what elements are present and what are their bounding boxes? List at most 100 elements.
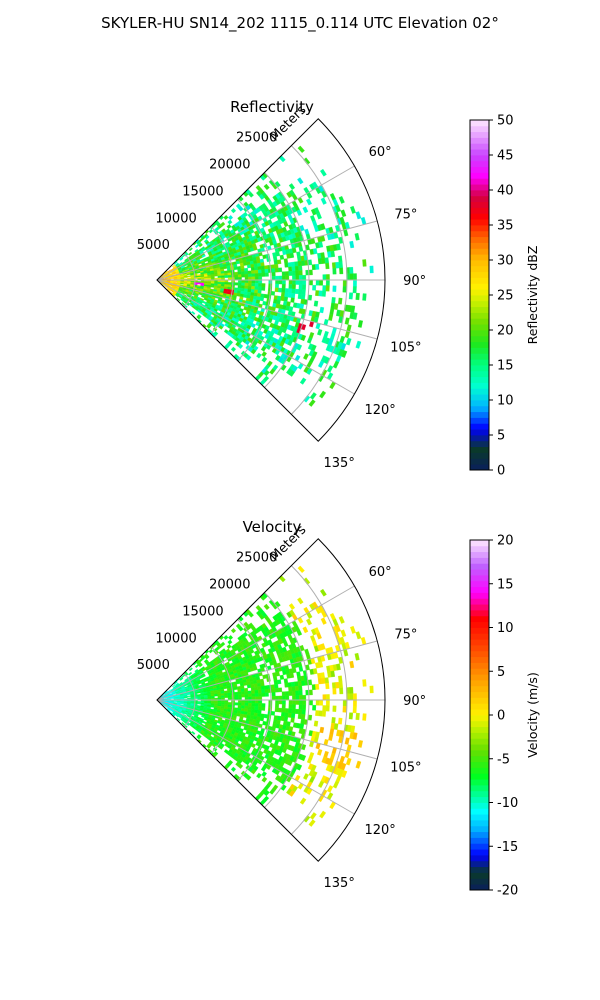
radar-cell xyxy=(333,303,339,310)
radar-cell xyxy=(369,685,374,694)
radar-cell xyxy=(230,766,237,772)
radar-cell xyxy=(342,699,347,707)
radar-cell xyxy=(296,764,303,771)
colorbar-segment xyxy=(470,178,489,185)
radar-cell xyxy=(288,266,293,272)
radar-cell xyxy=(301,294,306,300)
radar-cell xyxy=(274,263,279,269)
radar-cell xyxy=(176,717,181,722)
radar-cell xyxy=(342,279,347,287)
radar-cell xyxy=(270,264,276,269)
radar-cell xyxy=(288,690,293,696)
colorbar-segment xyxy=(470,417,489,424)
colorbar-segment xyxy=(470,184,489,191)
colorbar-segment xyxy=(470,120,489,127)
radar-cell xyxy=(295,699,300,705)
colorbar-segment xyxy=(470,866,489,873)
angular-tick-label: 120° xyxy=(364,403,395,418)
radar-cell xyxy=(306,337,313,344)
radial-tick-label: 10000 xyxy=(155,631,196,646)
radar-cell xyxy=(258,276,263,281)
radar-cell xyxy=(313,720,319,727)
radar-cell xyxy=(274,687,279,693)
radar-cell xyxy=(352,286,357,294)
radar-cell xyxy=(220,221,226,227)
colorbar-segment xyxy=(470,277,489,284)
grid-spoke xyxy=(156,279,378,340)
radar-cell xyxy=(208,648,214,654)
radar-cell xyxy=(237,691,242,695)
radar-cell xyxy=(318,710,323,717)
radar-cell xyxy=(254,273,259,277)
radar-cell xyxy=(349,267,354,274)
radar-cell xyxy=(287,759,293,767)
colorbar-tick-label: 20 xyxy=(497,534,514,549)
radar-cell xyxy=(237,702,242,706)
colorbar-segment xyxy=(470,674,489,681)
radar-cell xyxy=(325,705,330,712)
radar-cell xyxy=(247,705,252,710)
radar-cell xyxy=(290,717,295,723)
colorbar-tick-label: 0 xyxy=(497,709,505,724)
radar-cell xyxy=(299,303,305,310)
radar-cell xyxy=(355,712,360,721)
radar-cell xyxy=(176,297,181,302)
radar-cell xyxy=(261,692,266,697)
radar-cell xyxy=(285,271,290,276)
radar-cell xyxy=(355,340,362,349)
radar-cell xyxy=(261,776,268,783)
radar-cell xyxy=(283,296,289,302)
radar-cell xyxy=(257,269,262,274)
radar-cell xyxy=(221,701,225,705)
radar-cell xyxy=(319,306,325,314)
radar-cell xyxy=(275,283,279,289)
colorbar-segment xyxy=(470,551,489,558)
radar-cell xyxy=(342,705,347,713)
colorbar-segment xyxy=(470,680,489,687)
radar-cell xyxy=(332,268,337,275)
radar-cell xyxy=(281,691,286,697)
radar-cell xyxy=(301,714,306,720)
radar-cell xyxy=(298,279,303,285)
radar-cell xyxy=(223,685,228,690)
radar-cell xyxy=(317,780,325,788)
radar-cell xyxy=(251,706,256,710)
radar-cell xyxy=(303,353,309,360)
radar-cell xyxy=(291,690,296,696)
radar-cell xyxy=(241,702,246,706)
radar-cell xyxy=(257,706,262,711)
radial-tick-label: 15000 xyxy=(182,184,223,199)
radar-cell xyxy=(245,354,252,361)
colorbar-segment xyxy=(470,149,489,156)
radar-cell xyxy=(288,704,293,710)
colorbar-segment xyxy=(470,400,489,407)
radar-cell xyxy=(308,269,313,276)
radar-cell xyxy=(223,265,228,270)
radar-cell xyxy=(320,197,327,205)
radar-cell xyxy=(308,819,316,827)
radar-cell xyxy=(233,686,238,691)
radar-cell xyxy=(294,708,300,715)
radar-cell xyxy=(224,692,229,696)
radar-cell xyxy=(288,603,296,610)
colorbar-segment xyxy=(470,382,489,389)
radar-cell xyxy=(188,671,193,676)
radar-cell xyxy=(317,360,325,368)
radar-cell xyxy=(277,259,282,265)
radar-cell xyxy=(345,757,352,766)
radar-cell xyxy=(187,275,191,278)
radar-cell xyxy=(254,269,259,274)
radar-cell xyxy=(271,268,276,273)
radar-cell xyxy=(217,695,222,699)
radar-cell xyxy=(220,693,225,696)
radar-cell xyxy=(301,289,306,295)
radar-cell xyxy=(247,270,252,275)
panel-title: Velocity xyxy=(243,518,302,536)
colorbar-segment xyxy=(470,645,489,652)
radar-cell xyxy=(250,683,255,688)
radar-cell xyxy=(217,273,222,277)
radar-cell xyxy=(237,763,244,769)
radar-cell xyxy=(335,681,340,689)
radar-cell xyxy=(261,356,268,363)
radar-cell xyxy=(275,703,279,709)
